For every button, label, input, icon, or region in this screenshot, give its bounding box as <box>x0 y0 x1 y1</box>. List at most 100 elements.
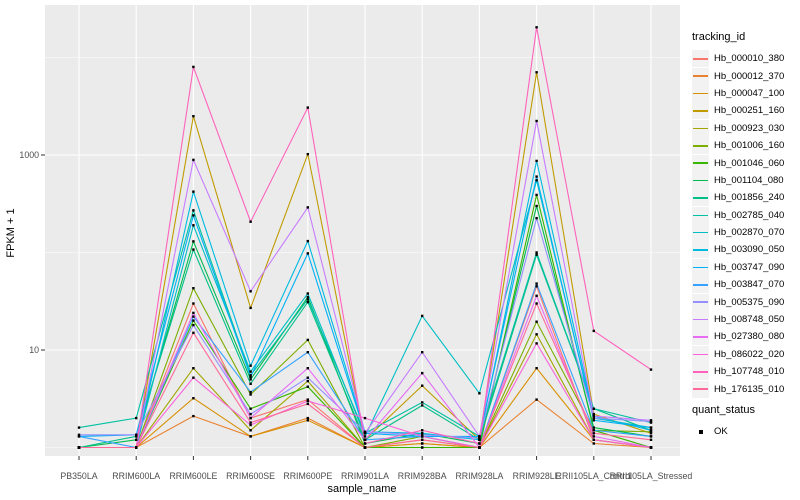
data-point <box>535 193 538 197</box>
data-point <box>592 429 595 432</box>
legend-item-label: Hb_003847_070 <box>714 279 785 291</box>
legend-item: Hb_001104_080 <box>692 171 800 189</box>
data-point <box>249 416 252 420</box>
legend-key-line-icon <box>692 380 709 398</box>
data-point <box>535 159 538 163</box>
data-point <box>421 371 424 375</box>
x-axis-tick-label: RRIM600LE <box>169 471 217 481</box>
y-axis-tick-label: 10 <box>29 345 39 355</box>
data-point <box>592 329 595 333</box>
data-point <box>535 26 538 29</box>
data-point <box>192 414 195 418</box>
data-point <box>421 314 424 318</box>
data-point <box>249 375 252 379</box>
legend-key-line-icon <box>692 102 709 120</box>
legend-key-line-icon <box>692 84 709 102</box>
data-point <box>421 351 424 354</box>
legend-key-line-icon <box>692 328 709 346</box>
legend-item-label: OK <box>714 426 728 437</box>
x-axis-tick-label: RRII105LA_Control <box>556 471 632 481</box>
data-point <box>306 376 309 379</box>
data-point <box>192 376 195 379</box>
data-point <box>306 252 309 255</box>
legend-item-label: Hb_001104_080 <box>714 174 784 186</box>
data-point <box>249 435 252 438</box>
data-point <box>306 292 309 295</box>
data-point <box>592 438 595 441</box>
data-point <box>592 426 595 429</box>
legend-item: Hb_008748_050 <box>692 311 800 329</box>
data-point <box>535 71 538 74</box>
data-point <box>192 65 195 69</box>
data-point <box>478 442 481 445</box>
data-point <box>478 446 481 449</box>
data-point <box>192 302 195 305</box>
data-point <box>306 402 309 406</box>
data-point <box>421 442 424 445</box>
data-point <box>535 179 538 182</box>
data-point <box>535 282 538 285</box>
legend-item: Hb_002785_040 <box>692 206 800 224</box>
data-point <box>249 378 252 381</box>
data-point <box>306 351 309 354</box>
legend-item-label: Hb_176135_010 <box>714 383 785 395</box>
legend-item-label: Hb_001006_160 <box>714 140 785 152</box>
data-point <box>363 442 367 445</box>
legend-item: Hb_002870_070 <box>692 224 800 242</box>
data-point <box>535 398 538 401</box>
legend-key-line-icon <box>692 206 709 224</box>
data-point <box>535 294 538 297</box>
legend-item: Hb_000923_030 <box>692 119 800 137</box>
legend-item: Hb_003747_090 <box>692 258 800 276</box>
data-point <box>306 419 309 422</box>
legend-item-label: Hb_000251_160 <box>714 105 785 117</box>
data-point <box>363 432 367 435</box>
data-point <box>363 416 367 420</box>
data-point <box>192 209 195 212</box>
data-point <box>649 429 653 432</box>
data-point <box>249 290 252 293</box>
data-point <box>306 106 309 109</box>
legend-key-line-icon <box>692 171 709 189</box>
data-point <box>192 190 195 193</box>
legend-item-label: Hb_008748_050 <box>714 314 785 326</box>
data-point <box>77 446 81 449</box>
data-point <box>306 385 309 388</box>
x-axis-tick-label: RRIM600SE <box>226 471 275 481</box>
legend-item-label: Hb_000010_380 <box>714 53 785 65</box>
legend-key-line-icon <box>692 363 709 381</box>
data-point <box>363 438 367 441</box>
legend-item-label: Hb_000923_030 <box>714 122 785 134</box>
legend-item-label: Hb_002785_040 <box>714 209 785 221</box>
legend-key-line-icon <box>692 345 709 363</box>
data-point <box>306 399 309 403</box>
data-point <box>535 253 538 256</box>
data-point <box>306 398 309 401</box>
x-axis-tick-label: RRIM600PE <box>283 471 332 481</box>
data-point <box>249 412 252 416</box>
data-point <box>478 436 481 440</box>
legend-item-label: Hb_005375_090 <box>714 296 785 308</box>
legend-item: Hb_176135_010 <box>692 380 800 398</box>
legend-item: Hb_001856_240 <box>692 189 800 207</box>
legend-key-line-icon <box>692 276 709 294</box>
data-point <box>192 158 195 162</box>
data-point <box>249 423 252 427</box>
data-point <box>363 435 367 438</box>
data-point <box>249 382 252 385</box>
data-point <box>592 412 595 416</box>
legend-key-line-icon <box>692 50 709 68</box>
data-point <box>421 433 424 436</box>
data-point <box>306 153 309 156</box>
data-point <box>249 421 252 424</box>
data-point <box>77 433 81 436</box>
data-point <box>421 438 424 441</box>
legend-item-label: Hb_086022_020 <box>714 348 785 360</box>
x-axis-tick-label: RRIM600LA <box>112 471 160 481</box>
data-point <box>535 204 538 208</box>
data-point <box>192 311 195 315</box>
legend-key-line-icon <box>692 293 709 311</box>
data-point <box>535 217 538 220</box>
x-axis-title: sample_name <box>327 483 396 495</box>
